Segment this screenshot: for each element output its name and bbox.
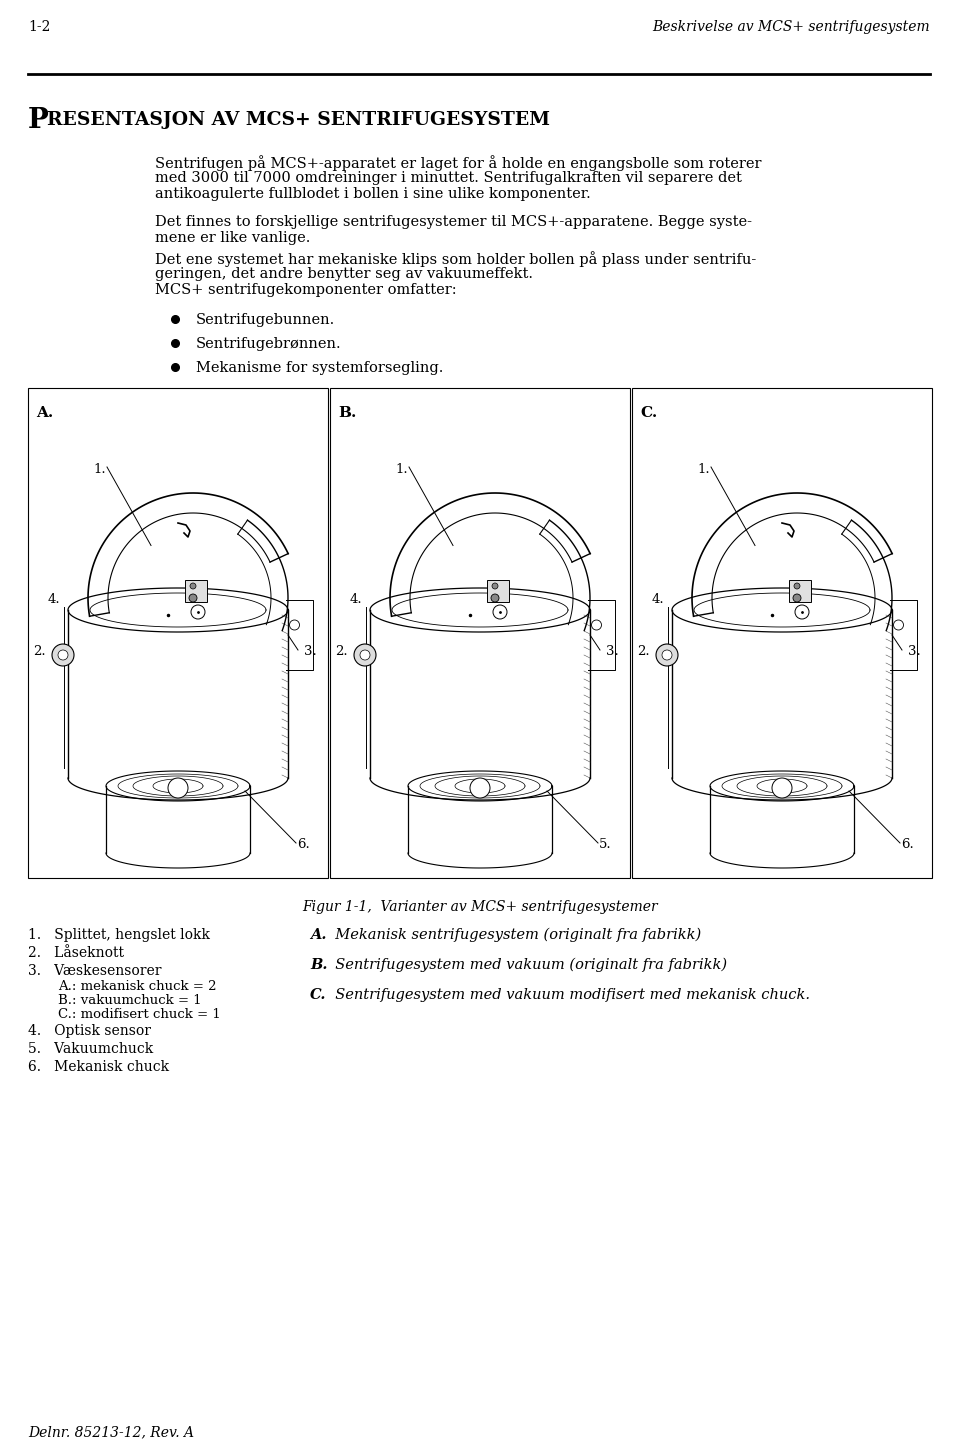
Text: B.: B. xyxy=(338,407,356,420)
Text: 1.: 1. xyxy=(93,463,106,476)
Text: 1.: 1. xyxy=(697,463,709,476)
Text: C.: C. xyxy=(640,407,658,420)
Text: Sentrifugebrønnen.: Sentrifugebrønnen. xyxy=(196,337,342,350)
Text: A.: mekanisk chuck = 2: A.: mekanisk chuck = 2 xyxy=(58,981,217,994)
Text: Mekanisk sentrifugesystem (originalt fra fabrikk): Mekanisk sentrifugesystem (originalt fra… xyxy=(326,929,701,943)
Circle shape xyxy=(191,606,205,619)
Circle shape xyxy=(290,620,300,630)
Circle shape xyxy=(58,650,68,660)
Text: Sentrifugen på MCS+-apparatet er laget for å holde en engangsbolle som roterer: Sentrifugen på MCS+-apparatet er laget f… xyxy=(155,154,761,170)
Bar xyxy=(487,580,509,601)
Text: 5.   Vakuumchuck: 5. Vakuumchuck xyxy=(28,1043,154,1056)
Text: A.: A. xyxy=(36,407,53,420)
Circle shape xyxy=(793,594,801,601)
Text: 5.: 5. xyxy=(599,838,612,851)
Text: 1-2: 1-2 xyxy=(28,20,50,35)
Text: med 3000 til 7000 omdreininger i minuttet. Sentrifugalkraften vil separere det: med 3000 til 7000 omdreininger i minutte… xyxy=(155,172,742,185)
Text: Sentrifugesystem med vakuum (originalt fra fabrikk): Sentrifugesystem med vakuum (originalt f… xyxy=(326,957,727,972)
Circle shape xyxy=(354,645,376,666)
Circle shape xyxy=(794,583,800,588)
Text: 6.   Mekanisk chuck: 6. Mekanisk chuck xyxy=(28,1060,169,1074)
Text: Sentrifugebunnen.: Sentrifugebunnen. xyxy=(196,313,335,327)
Circle shape xyxy=(168,779,188,797)
Text: 4.   Optisk sensor: 4. Optisk sensor xyxy=(28,1024,151,1038)
Bar xyxy=(185,580,207,601)
Text: MCS+ sentrifugekomponenter omfatter:: MCS+ sentrifugekomponenter omfatter: xyxy=(155,283,457,297)
Text: RESENTASJON AV MCS+ SENTRIFUGESYSTEM: RESENTASJON AV MCS+ SENTRIFUGESYSTEM xyxy=(47,111,550,128)
Bar xyxy=(330,388,630,878)
Circle shape xyxy=(491,594,499,601)
Circle shape xyxy=(360,650,370,660)
Text: 2.: 2. xyxy=(335,645,348,658)
Text: Figur 1-1,  Varianter av MCS+ sentrifugesystemer: Figur 1-1, Varianter av MCS+ sentrifuges… xyxy=(302,900,658,914)
Text: Sentrifugesystem med vakuum modifisert med mekanisk chuck.: Sentrifugesystem med vakuum modifisert m… xyxy=(326,988,810,1002)
Text: 3.   Væskesensorer: 3. Væskesensorer xyxy=(28,965,161,978)
Text: Mekanisme for systemforsegling.: Mekanisme for systemforsegling. xyxy=(196,360,444,375)
Text: 4.: 4. xyxy=(48,593,60,606)
Text: 6.: 6. xyxy=(901,838,914,851)
Circle shape xyxy=(662,650,672,660)
Text: 6.: 6. xyxy=(297,838,310,851)
Text: Det finnes to forskjellige sentrifugesystemer til MCS+-apparatene. Begge syste-: Det finnes to forskjellige sentrifugesys… xyxy=(155,215,752,229)
Circle shape xyxy=(656,645,678,666)
Text: geringen, det andre benytter seg av vakuumeffekt.: geringen, det andre benytter seg av vaku… xyxy=(155,267,533,281)
Text: Det ene systemet har mekaniske klips som holder bollen på plass under sentrifu-: Det ene systemet har mekaniske klips som… xyxy=(155,251,756,267)
Text: 3.: 3. xyxy=(304,645,317,658)
Text: C.: C. xyxy=(310,988,326,1002)
Bar xyxy=(28,388,328,878)
Circle shape xyxy=(52,645,74,666)
Text: Beskrivelse av MCS+ sentrifugesystem: Beskrivelse av MCS+ sentrifugesystem xyxy=(653,20,930,35)
Text: 1.: 1. xyxy=(395,463,408,476)
Circle shape xyxy=(189,594,197,601)
Text: 2.: 2. xyxy=(33,645,46,658)
Text: A.: A. xyxy=(310,929,326,942)
Bar xyxy=(632,388,932,878)
Circle shape xyxy=(894,620,903,630)
Text: antikoagulerte fullblodet i bollen i sine ulike komponenter.: antikoagulerte fullblodet i bollen i sin… xyxy=(155,187,590,200)
Text: 3.: 3. xyxy=(606,645,619,658)
Circle shape xyxy=(772,779,792,797)
Text: B.: B. xyxy=(310,957,327,972)
Text: 4.: 4. xyxy=(652,593,664,606)
Circle shape xyxy=(470,779,490,797)
Text: mene er like vanlige.: mene er like vanlige. xyxy=(155,231,310,245)
Circle shape xyxy=(591,620,602,630)
Text: 1.   Splittet, hengslet lokk: 1. Splittet, hengslet lokk xyxy=(28,929,210,942)
Text: 2.: 2. xyxy=(637,645,650,658)
Circle shape xyxy=(795,606,809,619)
Circle shape xyxy=(493,606,507,619)
Bar xyxy=(789,580,811,601)
Circle shape xyxy=(492,583,498,588)
Text: C.: modifisert chuck = 1: C.: modifisert chuck = 1 xyxy=(58,1008,221,1021)
Text: 3.: 3. xyxy=(908,645,921,658)
Text: B.: vakuumchuck = 1: B.: vakuumchuck = 1 xyxy=(58,994,202,1007)
Text: 2.   Låseknott: 2. Låseknott xyxy=(28,946,124,960)
Text: P: P xyxy=(28,107,49,134)
Text: 4.: 4. xyxy=(350,593,363,606)
Circle shape xyxy=(190,583,196,588)
Text: Delnr. 85213-12, Rev. A: Delnr. 85213-12, Rev. A xyxy=(28,1425,194,1439)
